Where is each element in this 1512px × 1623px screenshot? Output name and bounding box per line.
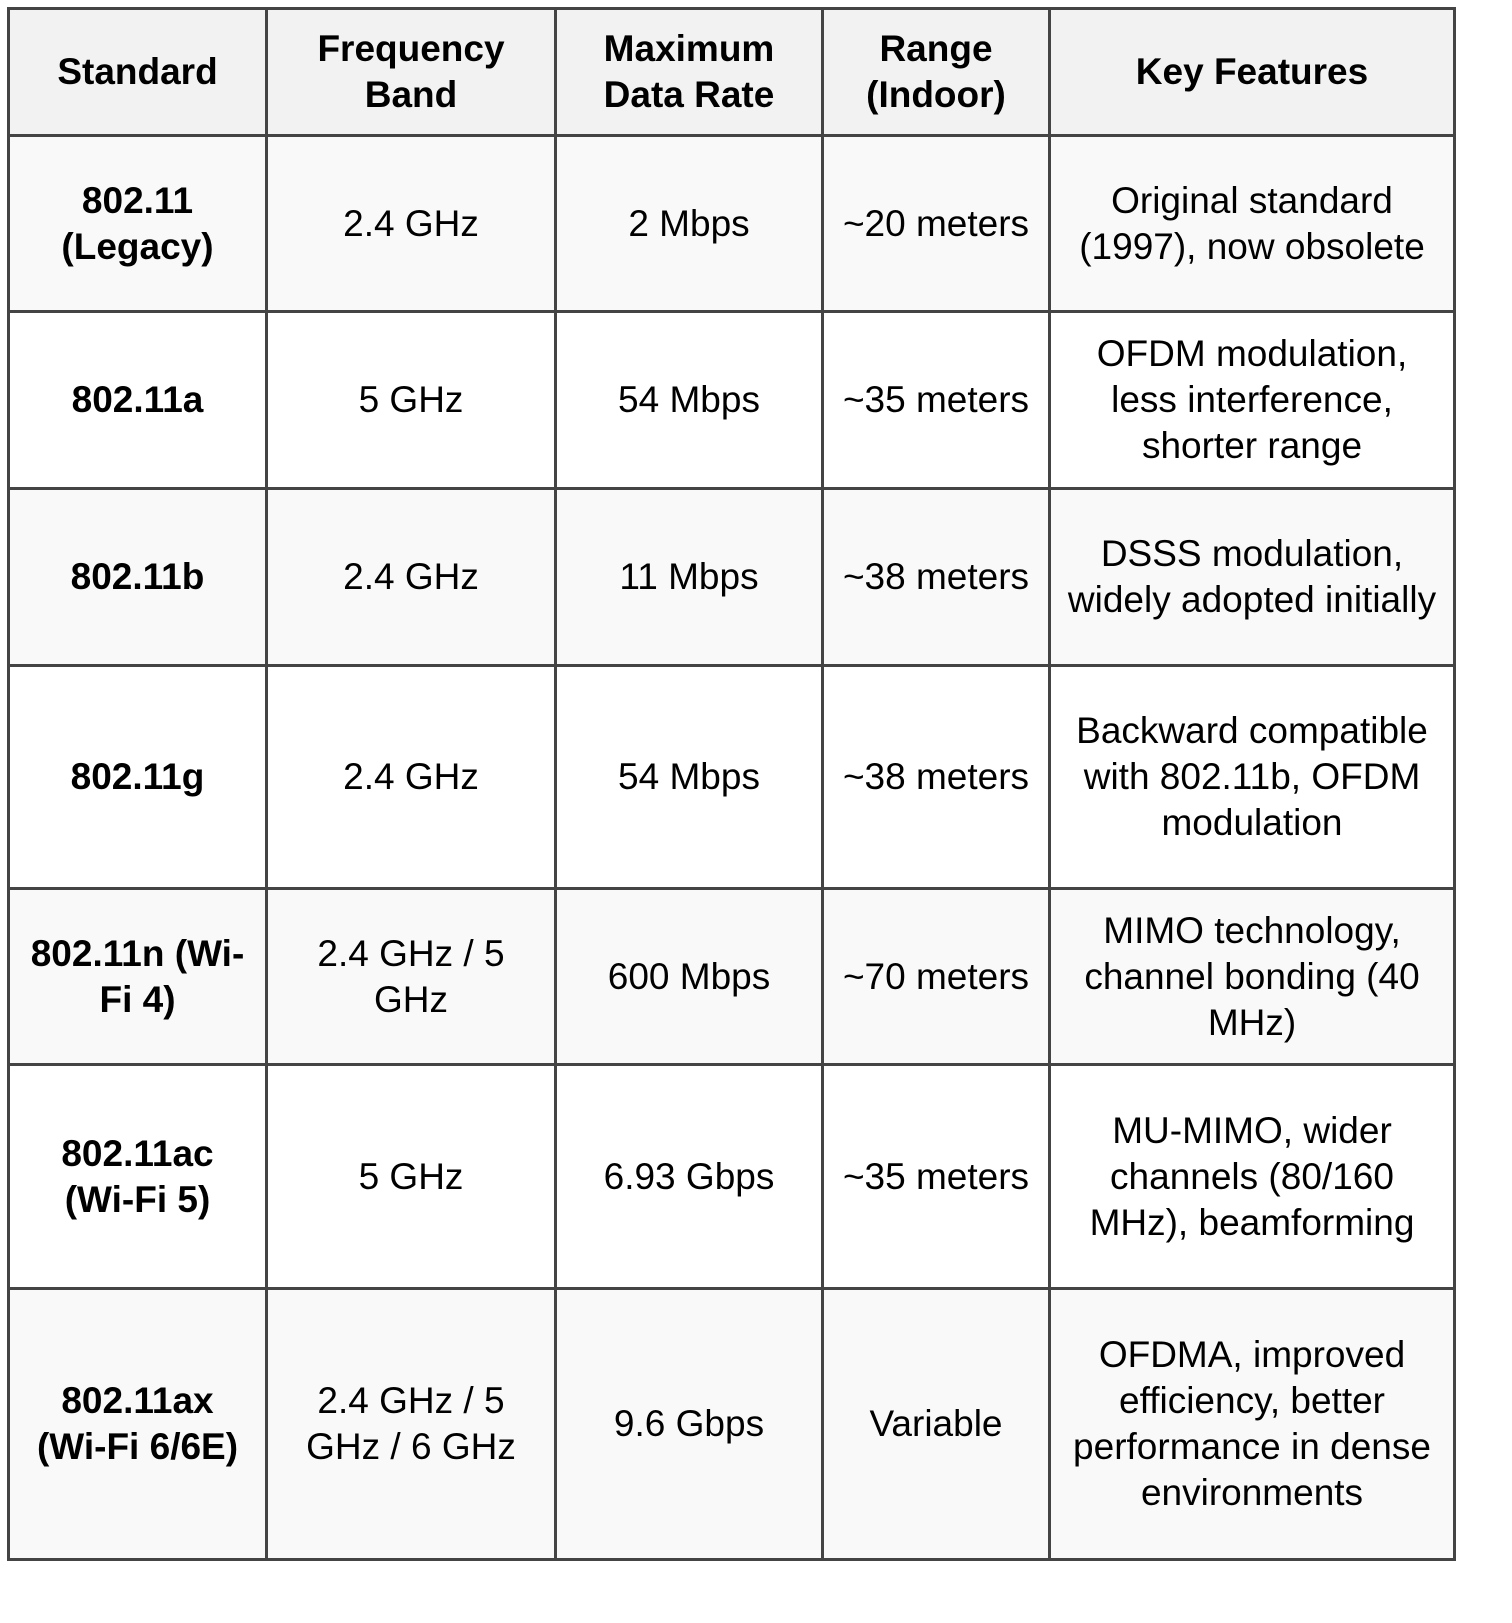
cell-standard: 802.11ac (Wi-Fi 5)	[7, 1063, 268, 1290]
cell-range: ~38 meters	[821, 664, 1051, 890]
cell-rate: 2 Mbps	[554, 134, 824, 313]
cell-rate: 54 Mbps	[554, 664, 824, 890]
table-row: 802.11b 2.4 GHz 11 Mbps ~38 meters DSSS …	[7, 487, 1456, 667]
cell-rate: 600 Mbps	[554, 887, 824, 1066]
table-row: 802.11a 5 GHz 54 Mbps ~35 meters OFDM mo…	[7, 310, 1456, 490]
cell-range: ~35 meters	[821, 1063, 1051, 1290]
cell-features: MIMO technology, channel bonding (40 MHz…	[1048, 887, 1456, 1066]
cell-band: 2.4 GHz / 5 GHz / 6 GHz	[265, 1287, 557, 1561]
cell-standard: 802.11a	[7, 310, 268, 490]
cell-features: MU-MIMO, wider channels (80/160 MHz), be…	[1048, 1063, 1456, 1290]
cell-band: 2.4 GHz / 5 GHz	[265, 887, 557, 1066]
cell-standard: 802.11n (Wi-Fi 4)	[7, 887, 268, 1066]
wifi-standards-table: Standard Frequency Band Maximum Data Rat…	[7, 7, 1456, 1561]
header-key-features: Key Features	[1048, 7, 1456, 137]
cell-band: 2.4 GHz	[265, 487, 557, 667]
header-standard: Standard	[7, 7, 268, 137]
cell-band: 5 GHz	[265, 1063, 557, 1290]
cell-features: OFDMA, improved efficiency, better perfo…	[1048, 1287, 1456, 1561]
cell-standard: 802.11ax (Wi-Fi 6/6E)	[7, 1287, 268, 1561]
cell-range: ~38 meters	[821, 487, 1051, 667]
cell-rate: 9.6 Gbps	[554, 1287, 824, 1561]
table-row: 802.11g 2.4 GHz 54 Mbps ~38 meters Backw…	[7, 664, 1456, 890]
table-row: 802.11n (Wi-Fi 4) 2.4 GHz / 5 GHz 600 Mb…	[7, 887, 1456, 1066]
cell-features: DSSS modulation, widely adopted initiall…	[1048, 487, 1456, 667]
cell-features: Original standard (1997), now obsolete	[1048, 134, 1456, 313]
cell-features: Backward compatible with 802.11b, OFDM m…	[1048, 664, 1456, 890]
cell-features: OFDM modulation, less interference, shor…	[1048, 310, 1456, 490]
cell-rate: 54 Mbps	[554, 310, 824, 490]
cell-standard: 802.11 (Legacy)	[7, 134, 268, 313]
table-row: 802.11ax (Wi-Fi 6/6E) 2.4 GHz / 5 GHz / …	[7, 1287, 1456, 1561]
header-frequency-band: Frequency Band	[265, 7, 557, 137]
cell-range: ~20 meters	[821, 134, 1051, 313]
cell-range: ~35 meters	[821, 310, 1051, 490]
cell-rate: 6.93 Gbps	[554, 1063, 824, 1290]
header-max-data-rate: Maximum Data Rate	[554, 7, 824, 137]
header-row: Standard Frequency Band Maximum Data Rat…	[7, 7, 1456, 137]
cell-range: Variable	[821, 1287, 1051, 1561]
cell-standard: 802.11b	[7, 487, 268, 667]
cell-rate: 11 Mbps	[554, 487, 824, 667]
table-row: 802.11ac (Wi-Fi 5) 5 GHz 6.93 Gbps ~35 m…	[7, 1063, 1456, 1290]
cell-standard: 802.11g	[7, 664, 268, 890]
header-range-indoor: Range (Indoor)	[821, 7, 1051, 137]
cell-band: 2.4 GHz	[265, 664, 557, 890]
cell-band: 2.4 GHz	[265, 134, 557, 313]
cell-range: ~70 meters	[821, 887, 1051, 1066]
cell-band: 5 GHz	[265, 310, 557, 490]
table-row: 802.11 (Legacy) 2.4 GHz 2 Mbps ~20 meter…	[7, 134, 1456, 313]
